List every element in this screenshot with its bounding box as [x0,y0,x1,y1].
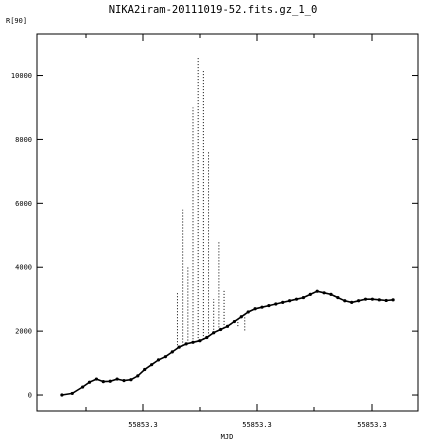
y-tick-label: 0 [28,392,32,400]
y-tick-label: 10000 [11,72,32,80]
y-tick-label: 8000 [15,136,32,144]
data-points [60,56,395,397]
y-axis-label: R[90] [6,17,27,25]
x-tick-label: 55853.3 [357,421,387,429]
x-tick-label: 55853.3 [242,421,272,429]
y-tick-label: 4000 [15,264,32,272]
x-tick-label: 55853.3 [128,421,158,429]
x-axis-label: MJD [221,433,234,441]
chart-title: NIKA2iram-20111019-52.fits.gz_1_0 [109,4,318,16]
plot-frame [36,33,419,412]
y-tick-label: 2000 [15,328,32,336]
y-axis-ticks: 0 2000 4000 6000 8000 10000 [11,72,418,400]
data-trace [61,290,394,396]
x-axis-ticks: 55853.3 55853.3 55853.3 [85,34,387,429]
y-tick-label: 6000 [15,200,32,208]
